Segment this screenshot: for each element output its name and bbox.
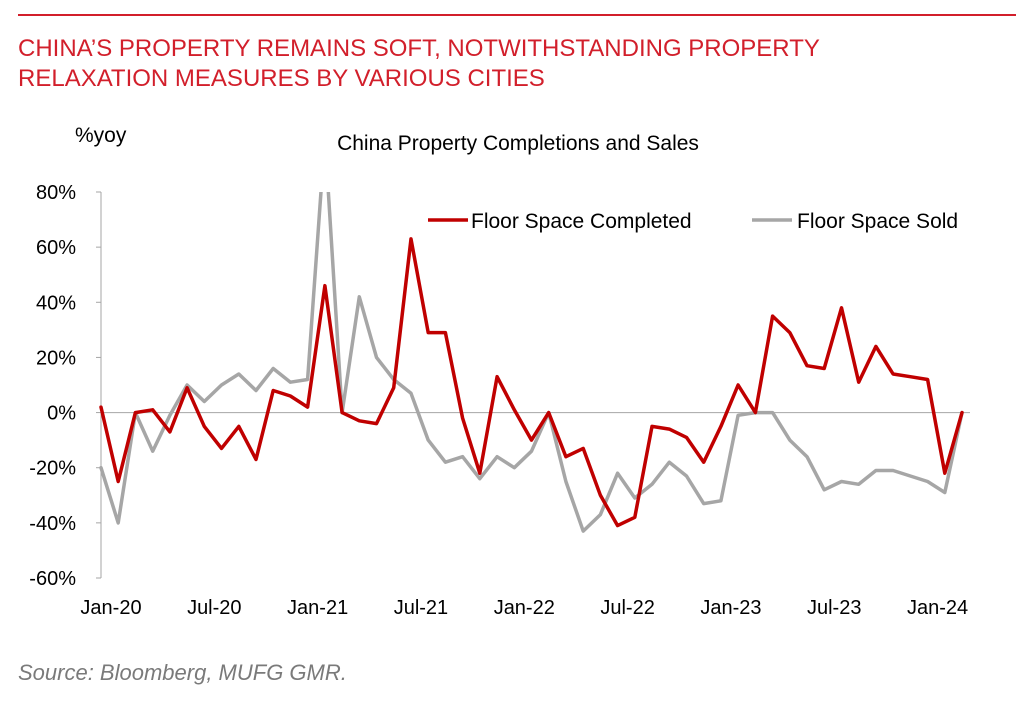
x-tick-label: Jan-21 xyxy=(287,597,348,619)
y-tick-label: -60% xyxy=(29,568,76,590)
y-tick-label: -40% xyxy=(29,513,76,535)
y-axis: -60% -40% -20% 0% 20% 40% 60% 80% xyxy=(29,182,102,590)
header-rule xyxy=(18,14,1016,16)
series-lines xyxy=(99,192,964,533)
source-note: Source: Bloomberg, MUFG GMR. xyxy=(18,660,347,685)
y-tick-label: 0% xyxy=(47,403,76,425)
headline-line-2: RELAXATION MEASURES BY VARIOUS CITIES xyxy=(18,65,545,92)
y-tick-label: -20% xyxy=(29,458,76,480)
y-tick-label: 40% xyxy=(36,292,76,314)
series-line-floor-space-completed xyxy=(99,237,964,528)
x-axis: Jan-20 Jul-20 Jan-21 Jul-21 Jan-22 Jul-22 Jan-… xyxy=(80,412,970,619)
y-tick-label: 80% xyxy=(36,182,76,204)
x-tick-label: Jan-23 xyxy=(700,597,761,619)
headline-line-1: CHINA’S PROPERTY REMAINS SOFT, NOTWITHST… xyxy=(18,35,820,62)
legend-label-floor-space-sold: Floor Space Sold xyxy=(797,210,958,233)
y-axis-unit-label: %yoy xyxy=(75,124,127,147)
chart-title: China Property Completions and Sales xyxy=(337,132,699,155)
x-tick-label: Jan-20 xyxy=(80,597,141,619)
x-tick-label: Jan-24 xyxy=(907,597,968,619)
x-tick-label: Jan-22 xyxy=(494,597,555,619)
legend: Floor Space Completed Floor Space Sold xyxy=(428,210,958,233)
page-headline: CHINA’S PROPERTY REMAINS SOFT, NOTWITHST… xyxy=(18,34,1008,94)
y-tick-label: 60% xyxy=(36,237,76,259)
legend-label-floor-space-completed: Floor Space Completed xyxy=(471,210,692,233)
series-line-floor-space-sold xyxy=(99,192,964,533)
x-tick-label: Jul-21 xyxy=(394,597,448,619)
property-chart: China Property Completions and Sales %yo… xyxy=(29,124,970,619)
x-tick-label: Jul-22 xyxy=(600,597,654,619)
x-tick-label: Jul-23 xyxy=(807,597,861,619)
x-tick-label: Jul-20 xyxy=(187,597,241,619)
y-tick-label: 20% xyxy=(36,347,76,369)
